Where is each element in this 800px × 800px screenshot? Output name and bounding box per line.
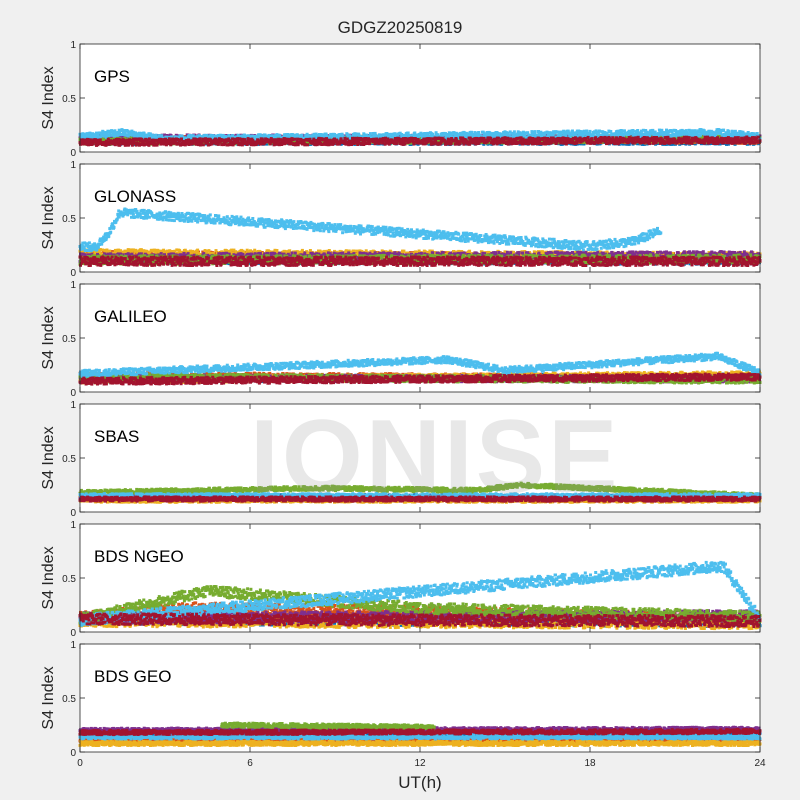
panel-gps: 00.51GPSS4 Index [40, 40, 762, 159]
